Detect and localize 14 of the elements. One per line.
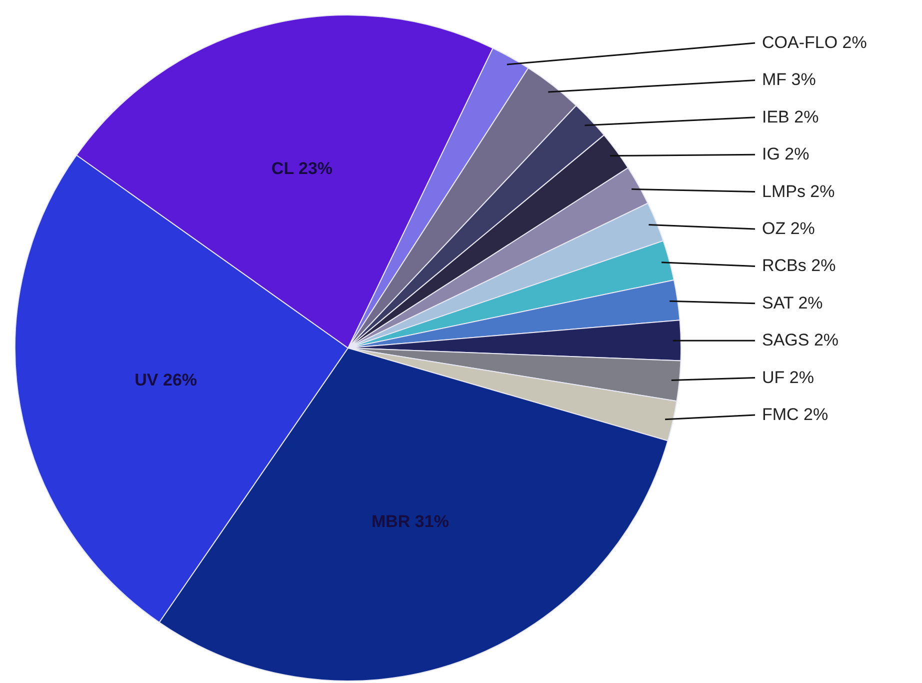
slice-label: UF 2% [762,368,814,387]
slice-label: FMC 2% [762,405,828,424]
slice-label: MBR 31% [371,512,449,532]
slice-label: LMPs 2% [762,182,835,201]
slice-label: SAGS 2% [762,330,839,350]
slice-label: SAT 2% [762,293,823,312]
slice-label: MF 3% [762,70,816,90]
slice-label: COA-FLO 2% [762,33,867,52]
slice-label: RCBs 2% [762,256,836,276]
slice-label: UV 26% [134,370,198,390]
slice-label: IG 2% [762,144,810,164]
slice-label: CL 23% [271,158,333,178]
slice-label: IEB 2% [762,107,819,126]
slice-label: OZ 2% [762,219,815,238]
